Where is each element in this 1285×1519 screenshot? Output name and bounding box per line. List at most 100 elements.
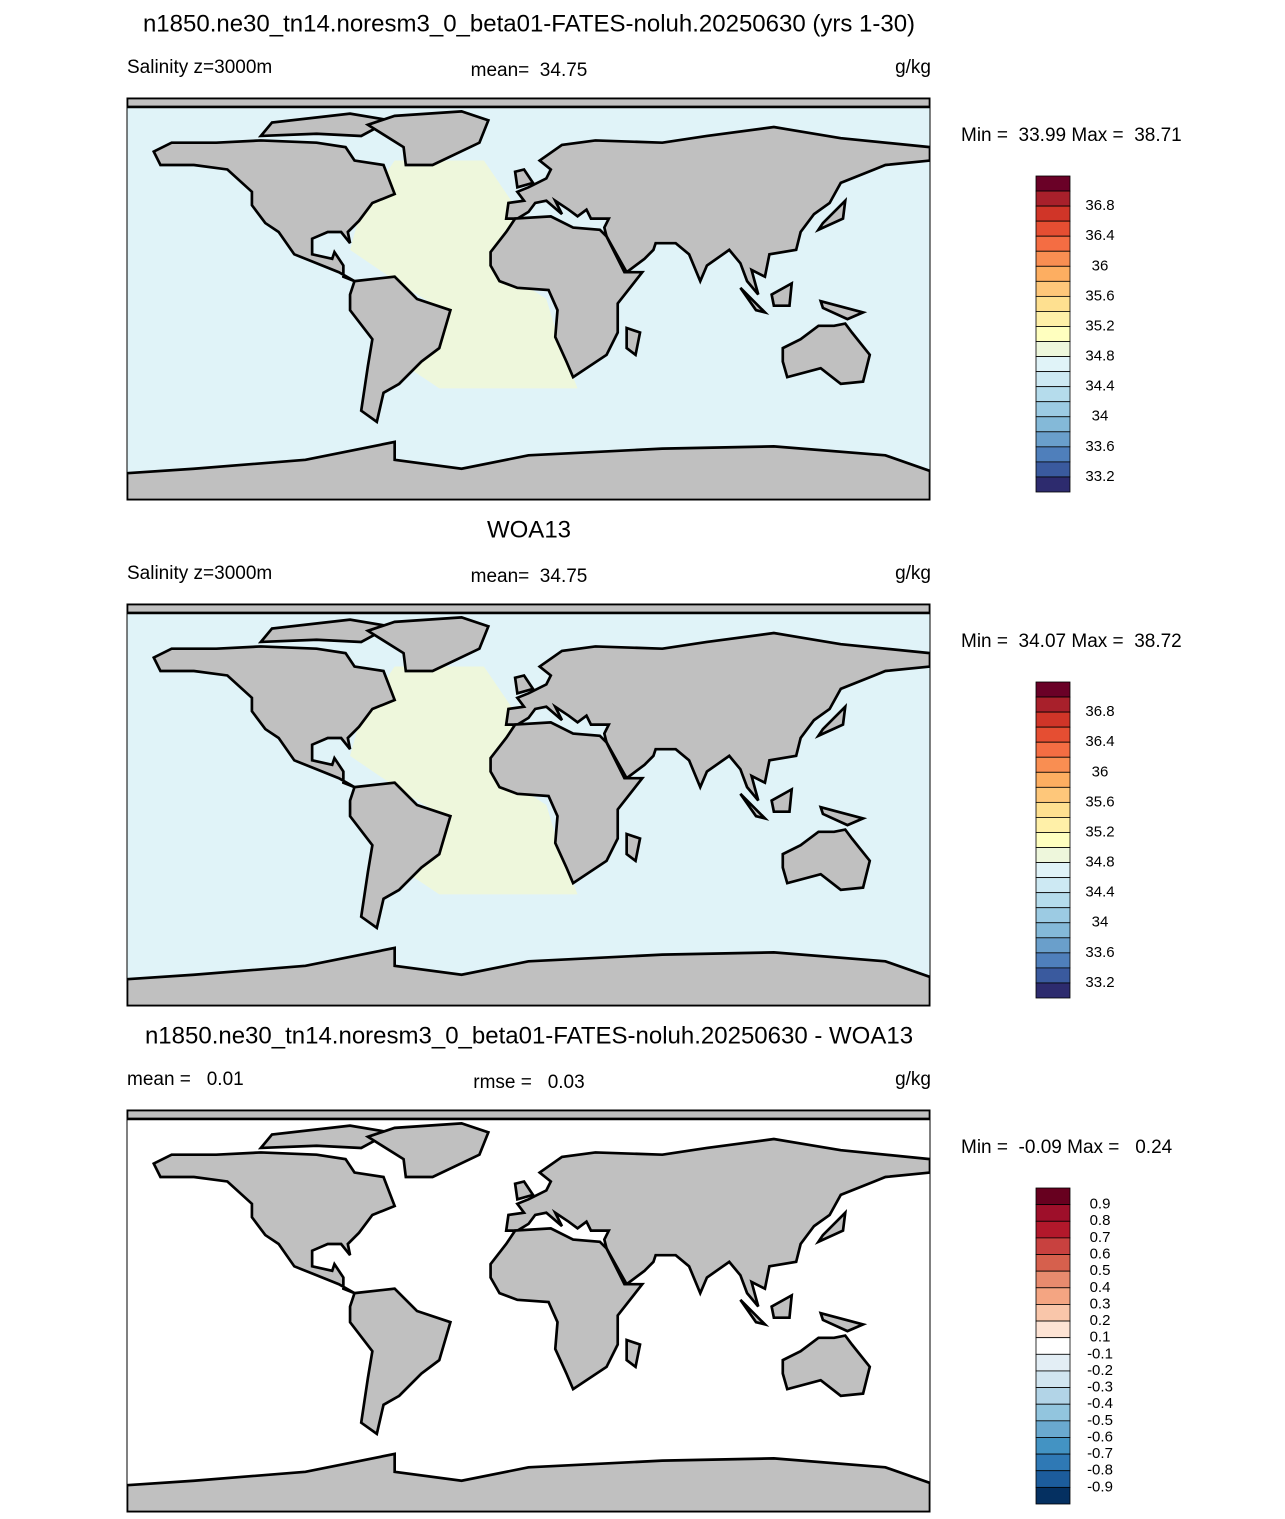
- colorbar-swatch: [1035, 982, 1071, 999]
- units: g/kg: [895, 1069, 931, 1090]
- colorbar-swatch: [1035, 416, 1071, 433]
- center-label: mean= 34.75: [471, 60, 588, 81]
- colorbar-label: 0.1: [1090, 1329, 1111, 1346]
- colorbar-label: 33.2: [1085, 468, 1114, 485]
- colorbar-swatch: [1035, 175, 1071, 192]
- colorbar-swatch: [1035, 1370, 1071, 1388]
- colorbar-swatch: [1035, 431, 1071, 448]
- panel: n1850.ne30_tn14.noresm3_0_beta01-FATES-n…: [126, 1022, 1173, 1513]
- colorbar-label: 0.3: [1090, 1295, 1111, 1312]
- colorbar-swatch: [1035, 1437, 1071, 1455]
- colorbar-swatch: [1035, 235, 1071, 252]
- colorbar-swatch: [1035, 265, 1071, 282]
- colorbar-label: -0.4: [1087, 1395, 1113, 1412]
- map-frame: [126, 1109, 931, 1513]
- colorbar-swatch: [1035, 341, 1071, 357]
- colorbar-swatch: [1035, 696, 1071, 713]
- panel-title: WOA13: [487, 516, 571, 543]
- colorbar-swatch: [1035, 922, 1071, 939]
- colorbar-label: 0.6: [1090, 1245, 1111, 1262]
- colorbar-label: 0.7: [1090, 1229, 1111, 1246]
- colorbar-swatch: [1035, 1387, 1071, 1405]
- colorbar-swatch: [1035, 1403, 1071, 1422]
- colorbar-swatch: [1035, 681, 1071, 698]
- colorbar-swatch: [1035, 1204, 1071, 1222]
- colorbar-swatch: [1035, 786, 1071, 803]
- colorbar-label: -0.1: [1087, 1345, 1113, 1362]
- colorbar-swatch: [1035, 371, 1071, 388]
- colorbar-label: 34.4: [1085, 884, 1114, 901]
- left-label: Salinity z=3000m: [127, 57, 272, 78]
- min-max: Min = -0.09 Max = 0.24: [961, 1137, 1173, 1158]
- panel: n1850.ne30_tn14.noresm3_0_beta01-FATES-n…: [126, 10, 1182, 501]
- colorbar-swatch: [1035, 190, 1071, 207]
- colorbar-swatch: [1035, 817, 1071, 833]
- colorbar-swatch: [1035, 741, 1071, 758]
- panel-title: n1850.ne30_tn14.noresm3_0_beta01-FATES-n…: [143, 10, 915, 37]
- left-label: mean = 0.01: [127, 1069, 244, 1090]
- colorbar-swatch: [1035, 1254, 1071, 1272]
- colorbar-label: -0.3: [1087, 1379, 1113, 1396]
- colorbar-swatch: [1035, 401, 1071, 418]
- map-frame: [126, 603, 931, 1007]
- colorbar-label: 34.4: [1085, 378, 1114, 395]
- colorbar-swatch: [1035, 1420, 1071, 1438]
- colorbar-label: 33.6: [1085, 438, 1114, 455]
- colorbar-swatch: [1035, 967, 1071, 984]
- colorbar-swatch: [1035, 771, 1071, 788]
- colorbar-swatch: [1035, 250, 1071, 267]
- colorbar-swatch: [1035, 1353, 1071, 1372]
- colorbar-swatch: [1035, 311, 1071, 327]
- colorbar-swatch: [1035, 1220, 1071, 1239]
- colorbar-label: 33.2: [1085, 974, 1114, 991]
- units: g/kg: [895, 563, 931, 584]
- map: [127, 604, 930, 1006]
- map: [127, 98, 930, 500]
- colorbar-label: 33.6: [1085, 944, 1114, 961]
- center-label: mean= 34.75: [471, 566, 588, 587]
- colorbar-label: 34: [1092, 408, 1109, 425]
- colorbar-swatch: [1035, 1287, 1071, 1305]
- colorbar-swatch: [1035, 220, 1071, 237]
- colorbar-swatch: [1035, 711, 1071, 728]
- atlantic-region: [350, 1172, 578, 1401]
- colorbar-swatch: [1035, 476, 1071, 493]
- colorbar-label: 36.8: [1085, 703, 1114, 720]
- colorbar-label: 35.6: [1085, 793, 1114, 810]
- colorbar-label: 36.4: [1085, 733, 1114, 750]
- colorbar-label: 35.6: [1085, 287, 1114, 304]
- colorbar-swatch: [1035, 461, 1071, 478]
- atlantic-region: [350, 666, 578, 895]
- colorbar-swatch: [1035, 1270, 1071, 1289]
- colorbar-swatch: [1035, 952, 1071, 969]
- colorbar-swatch: [1035, 1304, 1071, 1322]
- atlantic-region: [350, 160, 578, 389]
- colorbar-swatch: [1035, 326, 1071, 342]
- colorbar-swatch: [1035, 1337, 1071, 1355]
- colorbar-label: -0.9: [1087, 1478, 1113, 1495]
- colorbar-label: 0.5: [1090, 1262, 1111, 1279]
- panel-title: n1850.ne30_tn14.noresm3_0_beta01-FATES-n…: [145, 1022, 913, 1049]
- center-label: rmse = 0.03: [473, 1072, 584, 1093]
- colorbar-swatch: [1035, 446, 1071, 463]
- colorbar-swatch: [1035, 756, 1071, 773]
- colorbar-label: 0.2: [1090, 1312, 1111, 1329]
- colorbar-swatch: [1035, 356, 1071, 373]
- colorbar-swatch: [1035, 1453, 1071, 1472]
- colorbar-label: 34.8: [1085, 348, 1114, 365]
- colorbar-swatch: [1035, 801, 1071, 818]
- map-frame: [126, 97, 931, 501]
- colorbar-label: 34: [1092, 914, 1109, 931]
- colorbar-swatch: [1035, 862, 1071, 879]
- colorbar-label: 36: [1092, 257, 1109, 274]
- colorbar-label: 36.4: [1085, 227, 1114, 244]
- colorbar-swatch: [1035, 877, 1071, 894]
- colorbar-swatch: [1035, 1470, 1071, 1488]
- colorbar-label: -0.8: [1087, 1462, 1113, 1479]
- colorbar-swatch: [1035, 1187, 1071, 1206]
- colorbar-swatch: [1035, 295, 1071, 312]
- colorbar-label: 36.8: [1085, 197, 1114, 214]
- colorbar-swatch: [1035, 1237, 1071, 1255]
- colorbar-swatch: [1035, 1486, 1071, 1505]
